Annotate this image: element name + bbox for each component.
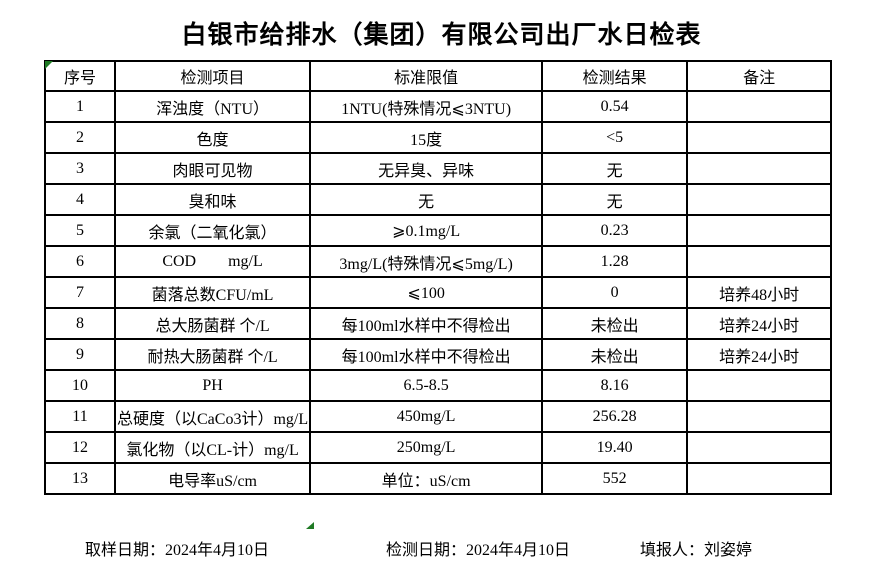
remark-cell[interactable] [686,462,833,495]
inspection-table: 序号 检测项目 标准限值 检测结果 备注 1 浑浊度（NTU） 1NTU(特殊情况⩽… [44,60,833,495]
table-row: 1 浑浊度（NTU） 1NTU(特殊情况⩽3NTU) 0.54 [44,90,833,123]
result-cell[interactable]: 无 [541,152,689,185]
result-cell[interactable]: 19.40 [541,431,689,464]
table-row: 9 耐热大肠菌群 个/L 每100ml水样中不得检出 未检出 培养24小时 [44,338,833,371]
item-cell[interactable]: 臭和味 [113,183,312,216]
item-cell[interactable]: 电导率uS/cm [113,462,312,495]
remark-cell[interactable]: 培养24小时 [686,307,833,340]
column-header-serial[interactable]: 序号 [44,60,116,92]
limit-cell[interactable]: 15度 [309,121,544,154]
remark-cell[interactable] [686,183,833,216]
item-cell[interactable]: 色度 [113,121,312,154]
table-row: 2 色度 15度 <5 [44,121,833,154]
remark-cell[interactable] [686,90,833,123]
result-cell[interactable]: 8.16 [541,369,689,402]
page-title: 白银市给排水（集团）有限公司出厂水日检表 [181,22,702,49]
item-cell[interactable]: 耐热大肠菌群 个/L [113,338,312,371]
limit-cell[interactable]: 无 [309,183,544,216]
table-row: 5 余氯（二氧化氯） ⩾0.1mg/L 0.23 [44,214,833,247]
item-cell[interactable]: 菌落总数CFU/mL [113,276,312,309]
limit-cell[interactable]: 1NTU(特殊情况⩽3NTU) [309,90,544,123]
table-row: 13 电导率uS/cm 单位：uS/cm 552 [44,462,833,495]
serial-cell[interactable]: 11 [44,400,116,433]
remark-cell[interactable] [686,245,833,278]
serial-cell[interactable]: 1 [44,90,116,123]
column-header-remark[interactable]: 备注 [686,60,833,92]
item-cell[interactable]: 氯化物（以CL-计）mg/L [113,431,312,464]
result-cell[interactable]: 256.28 [541,400,689,433]
remark-cell[interactable] [686,431,833,464]
result-cell[interactable]: 未检出 [541,338,689,371]
table-row: 10 PH 6.5-8.5 8.16 [44,369,833,402]
column-header-item[interactable]: 检测项目 [113,60,312,92]
limit-cell[interactable]: 250mg/L [309,431,544,464]
result-cell[interactable]: 无 [541,183,689,216]
item-cell[interactable]: 浑浊度（NTU） [113,90,312,123]
serial-cell[interactable]: 4 [44,183,116,216]
remark-cell[interactable]: 培养48小时 [686,276,833,309]
header-row: 序号 检测项目 标准限值 检测结果 备注 [44,60,833,92]
serial-cell[interactable]: 2 [44,121,116,154]
limit-cell[interactable]: 3mg/L(特殊情况⩽5mg/L) [309,245,544,278]
table-row: 4 臭和味无无 [44,183,833,216]
footer: 取样日期：2024年4月10日 检测日期：2024年4月10日 填报人：刘姿婷 [0,536,880,559]
serial-cell[interactable]: 6 [44,245,116,278]
remark-cell[interactable] [686,214,833,247]
remark-cell[interactable] [686,400,833,433]
result-cell[interactable]: 0.23 [541,214,689,247]
serial-cell[interactable]: 8 [44,307,116,340]
remark-cell[interactable] [686,152,833,185]
limit-cell[interactable]: 每100ml水样中不得检出 [309,307,544,340]
limit-cell[interactable]: 6.5-8.5 [309,369,544,402]
item-cell[interactable]: COD mg/L [113,245,312,278]
result-cell[interactable]: 552 [541,462,689,495]
result-cell[interactable]: 1.28 [541,245,689,278]
limit-cell[interactable]: ⩽100 [309,276,544,309]
result-cell[interactable]: <5 [541,121,689,154]
serial-cell[interactable]: 10 [44,369,116,402]
result-cell[interactable]: 0 [541,276,689,309]
table-row: 12 氯化物（以CL-计）mg/L 250mg/L 19.40 [44,431,833,464]
serial-cell[interactable]: 3 [44,152,116,185]
sample-date-text: 取样日期：2024年4月10日 [85,542,270,559]
table-body: 1 浑浊度（NTU） 1NTU(特殊情况⩽3NTU) 0.54 2 色度 15度 <5 3 肉眼可… [44,90,833,495]
item-cell[interactable]: 余氯（二氧化氯） [113,214,312,247]
table-row: 6 COD mg/L 3mg/L(特殊情况⩽5mg/L) 1.28 [44,245,833,278]
column-header-result[interactable]: 检测结果 [541,60,689,92]
serial-cell[interactable]: 13 [44,462,116,495]
serial-cell[interactable]: 7 [44,276,116,309]
remark-cell[interactable]: 培养24小时 [686,338,833,371]
table-row: 7 菌落总数CFU/mL ⩽100 0 培养48小时 [44,276,833,309]
limit-cell[interactable]: 450mg/L [309,400,544,433]
limit-cell[interactable]: 无异臭、异味 [309,152,544,185]
reporter-text: 填报人：刘姿婷 [640,542,753,559]
column-header-limit[interactable]: 标准限值 [309,60,544,92]
limit-cell[interactable]: ⩾0.1mg/L [309,214,544,247]
result-cell[interactable]: 0.54 [541,90,689,123]
serial-cell[interactable]: 9 [44,338,116,371]
result-cell[interactable]: 未检出 [541,307,689,340]
serial-cell[interactable]: 12 [44,431,116,464]
limit-cell[interactable]: 每100ml水样中不得检出 [309,338,544,371]
remark-cell[interactable] [686,369,833,402]
table-row: 8 总大肠菌群 个/L 每100ml水样中不得检出 未检出 培养24小时 [44,307,833,340]
item-cell[interactable]: 总大肠菌群 个/L [113,307,312,340]
test-date-text: 检测日期：2024年4月10日 [386,542,571,559]
item-cell[interactable]: 总硬度（以CaCo3计）mg/L [113,400,312,433]
cell-error-indicator-icon [306,522,314,529]
serial-cell[interactable]: 5 [44,214,116,247]
remark-cell[interactable] [686,121,833,154]
table-row: 3 肉眼可见物 无异臭、异味无 [44,152,833,185]
item-cell[interactable]: 肉眼可见物 [113,152,312,185]
item-cell[interactable]: PH [113,369,312,402]
limit-cell[interactable]: 单位：uS/cm [309,462,544,495]
table-row: 11 总硬度（以CaCo3计）mg/L 450mg/L 256.28 [44,400,833,433]
